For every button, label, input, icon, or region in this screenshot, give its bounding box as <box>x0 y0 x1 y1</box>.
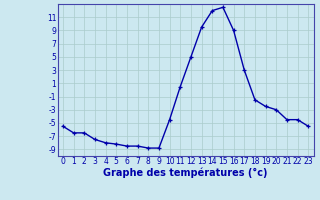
X-axis label: Graphe des températures (°c): Graphe des températures (°c) <box>103 168 268 178</box>
